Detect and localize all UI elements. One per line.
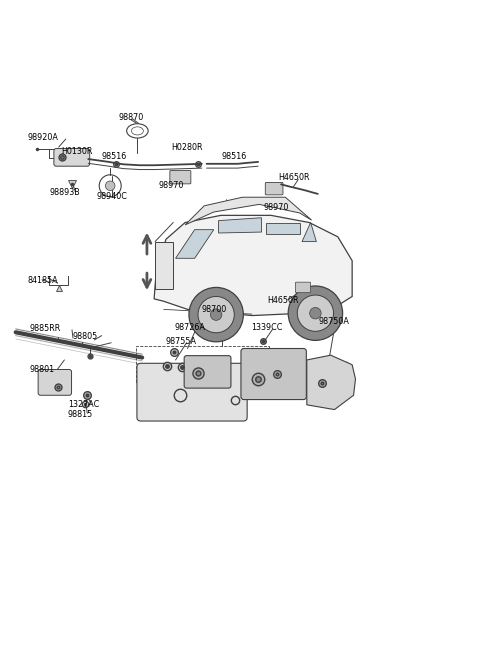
Polygon shape [154,215,352,316]
FancyBboxPatch shape [265,183,283,195]
Text: H4650R: H4650R [278,173,310,181]
Text: 1327AC: 1327AC [68,400,99,409]
Circle shape [210,309,222,320]
Text: 84185A: 84185A [28,276,58,285]
Text: 98516: 98516 [222,152,247,161]
Polygon shape [185,197,312,225]
Text: 98870: 98870 [118,113,144,122]
Circle shape [288,286,343,341]
Circle shape [198,297,234,333]
Polygon shape [176,230,214,258]
Polygon shape [302,223,316,242]
Text: 98970: 98970 [159,181,184,190]
Polygon shape [155,242,173,290]
Text: 98726A: 98726A [175,323,205,332]
Text: 98750A: 98750A [319,317,349,326]
Text: 98805: 98805 [72,331,97,341]
Text: H0280R: H0280R [171,143,203,152]
FancyBboxPatch shape [295,282,311,293]
Text: 98815: 98815 [67,410,93,419]
Polygon shape [218,217,262,233]
Text: 98920A: 98920A [28,133,59,142]
FancyBboxPatch shape [137,364,247,421]
Text: H4650R: H4650R [267,296,299,305]
Text: 98893B: 98893B [49,188,80,197]
FancyBboxPatch shape [241,348,306,400]
Circle shape [189,288,243,342]
FancyBboxPatch shape [54,149,90,166]
Text: 98801: 98801 [29,365,54,374]
Text: 98700: 98700 [202,305,227,314]
FancyBboxPatch shape [170,170,191,184]
Polygon shape [307,355,356,409]
Text: H0130R: H0130R [61,147,93,156]
Text: 98970: 98970 [264,203,289,212]
Circle shape [297,295,334,331]
Text: 98940C: 98940C [97,192,128,201]
Text: 1339CC: 1339CC [252,323,283,332]
Circle shape [310,307,321,319]
Text: 9885RR: 9885RR [29,324,60,333]
FancyBboxPatch shape [38,369,72,395]
Text: 98516: 98516 [102,152,127,161]
Circle shape [106,181,115,191]
Polygon shape [266,223,300,234]
FancyBboxPatch shape [184,356,231,388]
Text: 98755A: 98755A [165,337,196,346]
